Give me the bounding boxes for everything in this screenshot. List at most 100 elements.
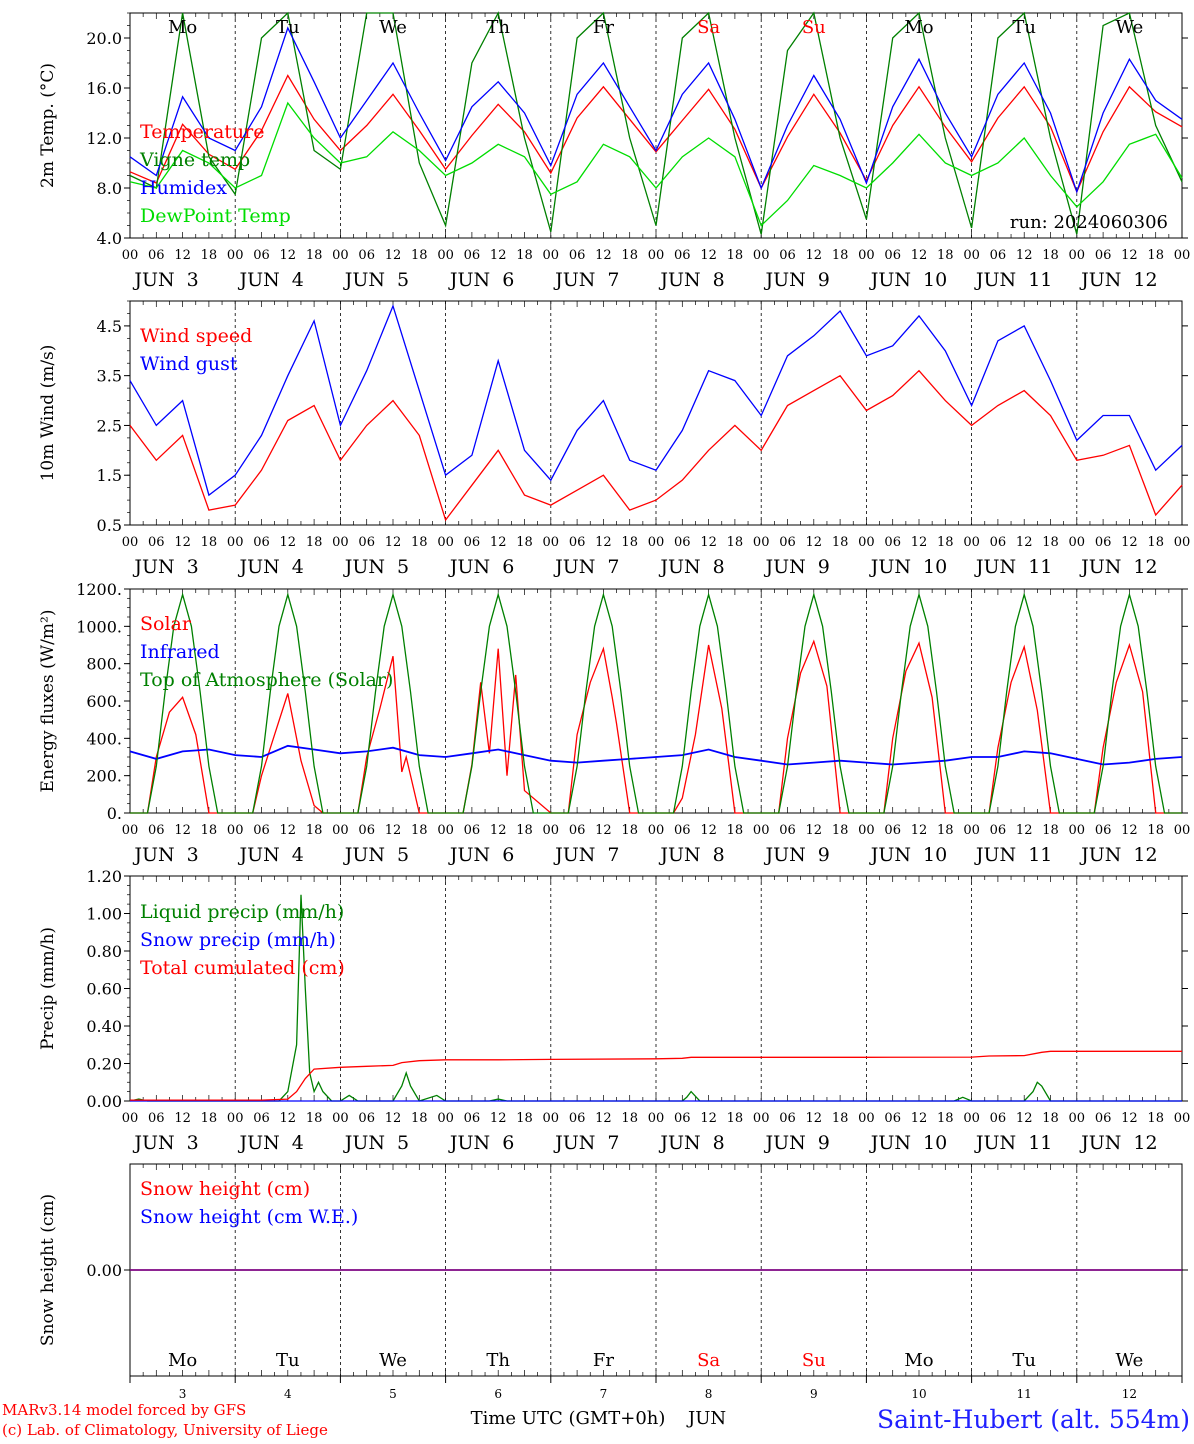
- month-label: JUN: [974, 844, 1016, 866]
- hour-tick-label: 00: [648, 535, 665, 550]
- hour-tick-label: 00: [963, 248, 980, 263]
- hour-tick-label: 18: [411, 823, 428, 838]
- month-label: JUN: [448, 844, 490, 866]
- date-label: 8: [713, 1132, 725, 1154]
- day-name-label: Su: [802, 17, 826, 38]
- y-tick-label: 600.: [86, 692, 122, 711]
- hour-tick-label: 00: [122, 535, 139, 550]
- hour-tick-label: 18: [411, 1111, 428, 1126]
- y-tick-label: 20.0: [86, 29, 122, 48]
- hour-tick-label: 12: [280, 248, 297, 263]
- hour-tick-label: 00: [1069, 1111, 1086, 1126]
- hour-tick-label: 00: [122, 248, 139, 263]
- date-label: 11: [1028, 1132, 1052, 1154]
- hour-tick-label: 06: [884, 823, 901, 838]
- hour-tick-label: 06: [1095, 248, 1112, 263]
- date-label: 8: [705, 1387, 713, 1401]
- date-label: 5: [397, 269, 409, 291]
- month-label: JUN: [448, 269, 490, 291]
- month-label: JUN: [132, 1132, 174, 1154]
- hour-tick-label: 18: [1147, 535, 1164, 550]
- date-label: 11: [1028, 844, 1052, 866]
- hour-tick-label: 12: [1016, 535, 1033, 550]
- date-label: 7: [600, 1387, 608, 1401]
- day-name-label: Su: [802, 1350, 826, 1371]
- month-label: JUN: [238, 1132, 280, 1154]
- y-tick-label: 12.0: [86, 129, 122, 148]
- hour-tick-label: 06: [148, 823, 165, 838]
- hour-tick-label: 00: [437, 535, 454, 550]
- y-tick-label: 800.: [86, 655, 122, 674]
- month-label: JUN: [238, 844, 280, 866]
- y-tick-label: 200.: [86, 767, 122, 786]
- hour-tick-label: 18: [727, 1111, 744, 1126]
- y-axis-label: Precip (mm/h): [38, 927, 58, 1050]
- panel-snow: 0.00 Snow height (cm) Snow height (cm) Snow…: [38, 1163, 1188, 1401]
- panel-wind: 0.5 1.5 2.5 3.5 4.5 10m Wind (m/s) Wind speed W…: [38, 300, 1191, 578]
- day-name-label: We: [1116, 17, 1144, 38]
- hour-tick-label: 18: [201, 823, 218, 838]
- day-name-label: Sa: [697, 1350, 720, 1371]
- hour-tick-label: 12: [490, 535, 507, 550]
- hour-tick-label: 18: [201, 535, 218, 550]
- hour-tick-label: 06: [990, 1111, 1007, 1126]
- hour-tick-label: 18: [306, 535, 323, 550]
- series-line-humidex: [129, 26, 1183, 194]
- hour-tick-label: 00: [858, 248, 875, 263]
- month-label: JUN: [764, 1132, 806, 1154]
- hour-tick-label: 06: [884, 1111, 901, 1126]
- hour-tick-label: 18: [516, 1111, 533, 1126]
- legend-entry: Snow height (cm W.E.): [140, 1206, 358, 1228]
- hour-tick-label: 00: [963, 1111, 980, 1126]
- hour-tick-label: 18: [516, 823, 533, 838]
- hour-tick-label: 06: [779, 535, 796, 550]
- legend-entry: Wind speed: [140, 325, 252, 347]
- panel-temperature: 4.0 8.0 12.0 16.0 20.0 2m Temp. (°C) Temperatu…: [38, 11, 1190, 291]
- hour-tick-label: 12: [595, 248, 612, 263]
- month-label: JUN: [238, 269, 280, 291]
- y-tick-label: 400.: [86, 729, 122, 748]
- month-label: JUN: [658, 556, 700, 578]
- date-label: 6: [502, 556, 514, 578]
- date-label: 12: [1122, 1387, 1137, 1401]
- hour-tick-label: 18: [832, 535, 849, 550]
- date-label: 8: [713, 556, 725, 578]
- date-label: 3: [187, 1132, 199, 1154]
- month-label: JUN: [343, 269, 385, 291]
- hour-tick-label: 18: [937, 823, 954, 838]
- hour-tick-label: 12: [1121, 248, 1138, 263]
- series-line-infrared: [129, 744, 1183, 766]
- hour-tick-label: 12: [700, 823, 717, 838]
- y-axis-label: Energy fluxes (W/m²): [38, 610, 58, 793]
- day-name-label: Mo: [904, 17, 933, 38]
- hour-tick-label: 12: [490, 823, 507, 838]
- hour-tick-label: 12: [700, 1111, 717, 1126]
- hour-tick-label: 06: [358, 1111, 375, 1126]
- hour-tick-label: 00: [1174, 535, 1191, 550]
- y-tick-label: 0.5: [97, 516, 122, 535]
- date-label: 4: [292, 1132, 304, 1154]
- hour-tick-label: 00: [227, 1111, 244, 1126]
- hour-tick-label: 06: [674, 248, 691, 263]
- hour-tick-label: 00: [227, 535, 244, 550]
- hour-tick-label: 06: [1095, 1111, 1112, 1126]
- day-name-label: Th: [486, 1350, 510, 1371]
- day-name-label: Tu: [1012, 1350, 1036, 1371]
- station-label: Saint-Hubert (alt. 554m): [877, 1405, 1190, 1434]
- plot-frame: [129, 300, 1183, 526]
- y-tick-label: 0.00: [86, 1092, 122, 1111]
- legend-entry: Top of Atmosphere (Solar): [140, 669, 393, 691]
- hour-tick-label: 00: [1069, 823, 1086, 838]
- legend-entry: Humidex: [140, 177, 227, 199]
- date-label: 11: [1028, 269, 1052, 291]
- hour-tick-label: 00: [858, 535, 875, 550]
- month-label: JUN: [658, 844, 700, 866]
- date-label: 7: [607, 556, 619, 578]
- hour-tick-label: 06: [990, 535, 1007, 550]
- hour-tick-label: 18: [1147, 1111, 1164, 1126]
- month-label: JUN: [974, 1132, 1016, 1154]
- month-label: JUN: [448, 1132, 490, 1154]
- hour-tick-label: 18: [1042, 248, 1059, 263]
- hour-tick-label: 18: [306, 823, 323, 838]
- month-label: JUN: [658, 269, 700, 291]
